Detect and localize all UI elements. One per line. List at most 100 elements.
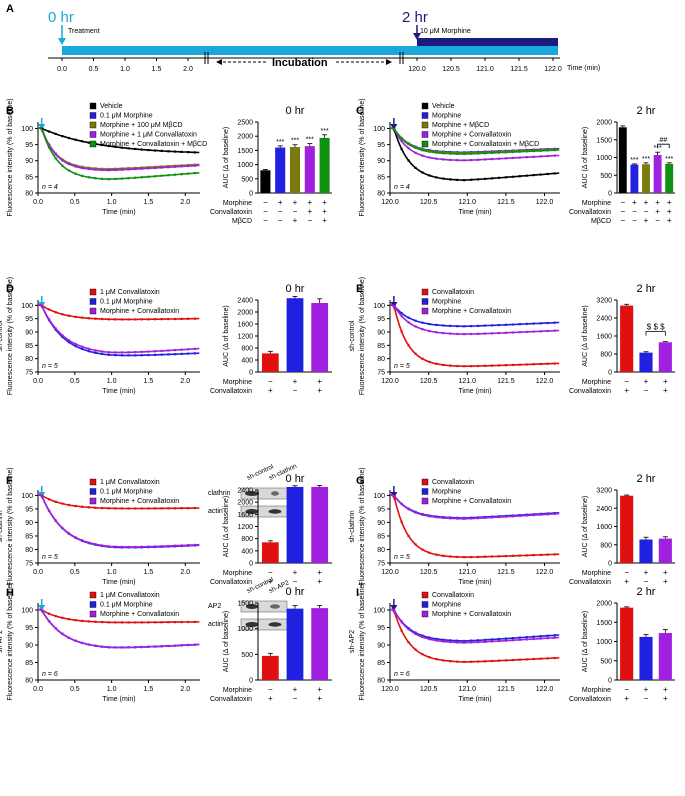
series-point [428,329,431,333]
legend-label: Morphine [432,299,461,306]
significance-stars: *** [642,156,650,163]
series-point [470,641,473,644]
x-tick-label: 1.0 [107,199,117,206]
series-point [87,620,90,623]
legend-swatch [89,102,97,110]
series-point [81,345,84,348]
series-point [546,172,549,176]
series-point [153,166,157,170]
series-point [483,660,487,663]
bar [639,352,653,372]
series-point [100,544,104,547]
series-point [476,641,480,644]
y-tick-label: 100 [373,608,385,615]
series-point [107,178,110,181]
series-point [546,321,549,325]
timeline-treatment-label: Treatment [68,28,100,35]
series-point [67,339,71,342]
series-point [94,349,97,352]
series-point [490,640,494,643]
legend-label: Morphine + Convallatoxin [100,308,179,315]
panel-label: I [356,587,359,599]
series-point [539,155,542,158]
series-point [421,357,424,360]
bar-chart-title: 0 hr [286,105,305,117]
condition-label: Morphine [582,379,611,386]
series-point [504,515,508,518]
bar [311,303,329,372]
bar-y-tick-label: 1000 [596,155,612,162]
y-tick-label: 85 [377,660,385,667]
series-point [120,177,124,180]
series-point [127,318,130,321]
panel-label: G [356,475,365,487]
y-tick-label: 80 [25,678,33,685]
series-point [414,146,417,150]
significance-stars: *** [276,139,284,146]
timeline-2hr-label: 2 hr [402,9,428,26]
condition-sign: + [268,386,273,395]
timeline-tick-label: 2.0 [183,66,193,73]
series-point [539,322,542,325]
series-point [74,345,77,348]
significance-hashes: ## [660,137,668,144]
condition-sign: + [317,694,322,703]
series-point [41,496,44,499]
series-point [100,350,104,353]
series-point [511,150,514,154]
series-point [435,658,438,661]
panel-label: F [6,475,13,487]
condition-sign: + [624,694,629,703]
series-point [94,167,97,170]
x-tick-label: 0.5 [70,686,80,693]
condition-sign: − [644,694,649,703]
condition-sign: − [268,377,273,386]
series-point [525,363,528,366]
x-tick-label: 0.5 [70,199,80,206]
series-point [449,324,452,327]
series-point [114,145,117,148]
bar [665,163,674,193]
series-point [140,148,143,151]
series-point [81,166,84,170]
significance-stars: *** [321,128,329,135]
series-point [173,644,177,647]
series-point [147,148,150,152]
series-point [476,660,480,663]
bar-y-axis-label: AUC (Δ of baseline) [582,305,589,366]
bar-y-tick-label: 1500 [237,601,253,608]
series-point [497,331,501,335]
series-point [67,618,71,621]
series-point [483,177,487,180]
series-point [421,634,424,637]
bar [630,164,639,193]
condition-sign: − [268,685,273,694]
series-point [470,332,473,336]
side-label: sh-clathrin [349,510,356,542]
series-point [127,646,130,649]
series-point [553,634,556,637]
legend-label: Vehicle [100,103,123,110]
series-point [193,317,196,320]
series-point [127,168,130,171]
arrow-2hr-head-icon [413,33,421,40]
series-point [173,544,177,547]
bar-y-tick-label: 2000 [596,120,612,127]
series-point [407,159,410,162]
x-tick-label: 121.0 [459,378,477,385]
series-point [435,362,438,365]
y-axis-label: Fluorescence intensity (% of baseline) [359,98,366,216]
treatment-arrow-head-icon [38,605,46,611]
condition-sign: − [268,568,273,577]
n-label: n = 6 [394,671,410,678]
series-point [147,645,150,648]
blot-row-label: actin [208,508,223,515]
series-point [463,639,466,643]
y-tick-label: 85 [377,533,385,540]
series-point [414,166,417,169]
legend-swatch [421,102,429,110]
series-point [456,178,459,181]
series-point [114,621,117,624]
series-point [41,610,44,613]
